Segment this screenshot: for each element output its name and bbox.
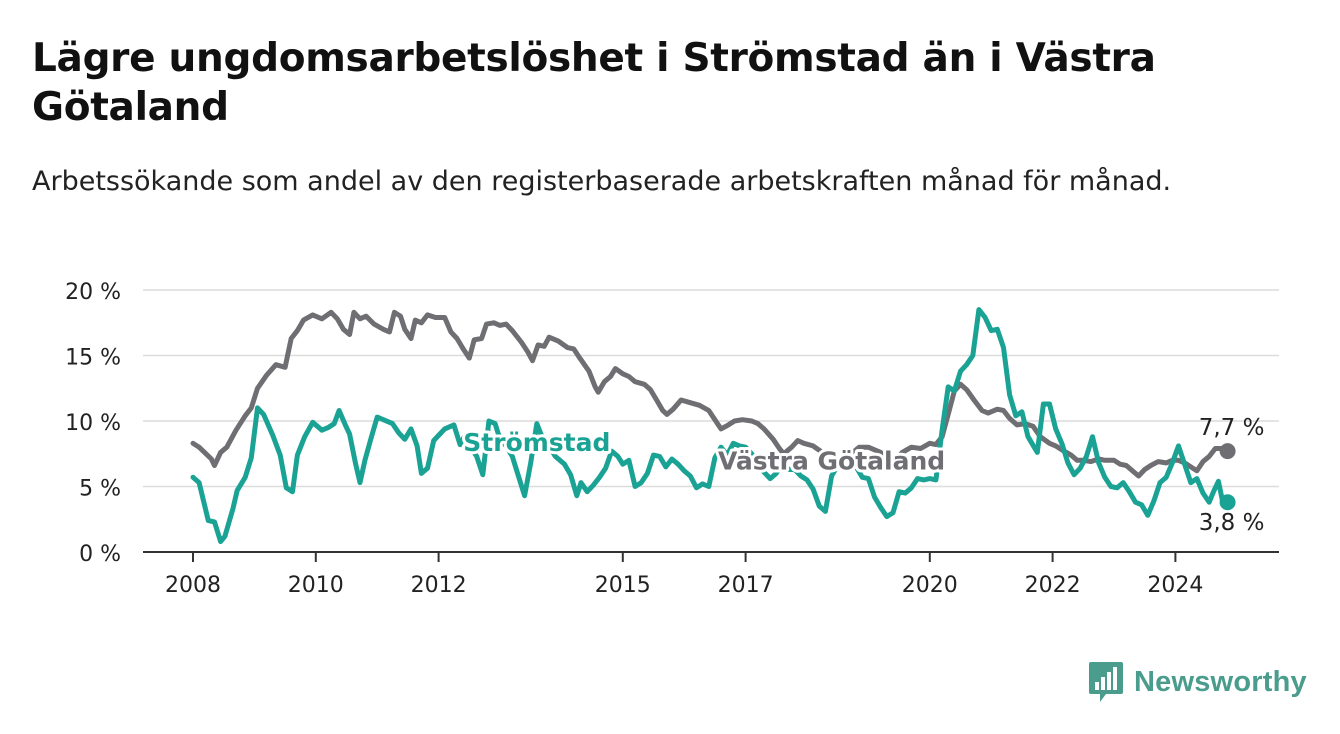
series-line-strömstad [190,307,1231,544]
end-point [1219,494,1236,511]
y-tick-label: 0 % [79,542,121,567]
end-value-label: 3,8 % [1199,510,1265,536]
x-tick-label: 2020 [902,573,958,598]
x-tick-label: 2022 [1025,573,1081,598]
end-point [1219,443,1236,460]
grid-lines [143,289,1279,488]
series-line-västra-götaland [190,309,1231,479]
newsworthy-logo[interactable]: Newsworthy [1088,660,1307,704]
y-axis-ticks: 0 % 5 % 10 % 15 % 20 % [65,280,121,567]
x-tick-label: 2024 [1147,573,1203,598]
chart-title: Lägre ungdomsarbetslöshet i Strömstad än… [32,36,1156,130]
end-value-label: 7,7 % [1199,415,1265,441]
y-tick-label: 15 % [65,346,121,371]
x-tick-label: 2008 [165,573,221,598]
chart-subtitle: Arbetssökande som andel av den registerb… [32,166,1172,197]
series-label-strömstad: Strömstad [463,428,610,457]
x-tick-label: 2012 [411,573,467,598]
series-label-västra-götaland: Västra Götaland [718,446,945,475]
series-lines [190,307,1231,544]
x-tick-label: 2015 [595,573,651,598]
x-tick-label: 2017 [718,573,774,598]
brand-name: Newsworthy [1134,665,1307,698]
series-labels: 7,7 % 3,8 % Strömstad Västra Götaland [460,415,1265,536]
y-tick-label: 10 % [65,411,121,436]
newsworthy-logo-icon [1089,662,1123,702]
x-axis-ticks: 2008 2010 2012 2015 2017 2020 2022 2024 [143,551,1279,598]
y-tick-label: 20 % [65,280,121,305]
x-tick-label: 2010 [288,573,344,598]
y-tick-label: 5 % [79,477,121,502]
